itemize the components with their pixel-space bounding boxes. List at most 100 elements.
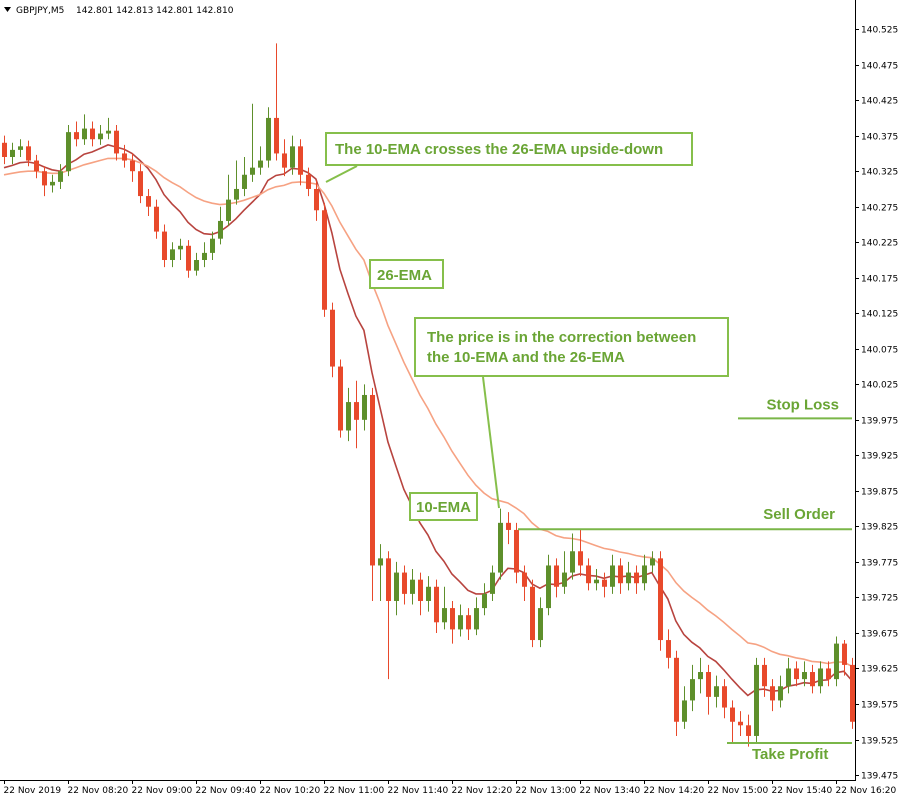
candle-body — [506, 522, 511, 530]
candle-body — [346, 402, 351, 431]
annotation-box — [409, 492, 478, 521]
candle-body — [178, 245, 183, 250]
candle-body — [578, 551, 583, 566]
ema-line — [3, 157, 853, 668]
candle-body — [746, 725, 751, 736]
candle-body — [226, 199, 231, 221]
candle-body — [442, 608, 447, 623]
candle-body — [234, 188, 239, 200]
y-tick-label: 139.925 — [861, 452, 898, 462]
candle-body — [698, 672, 703, 680]
candle-body — [114, 130, 119, 154]
x-tick-label: 22 Nov 16:20 — [836, 786, 897, 796]
candle-body — [618, 565, 623, 584]
candle-body — [130, 160, 135, 172]
y-tick-label: 140.275 — [861, 204, 898, 214]
candle-body — [338, 366, 343, 431]
candle-body — [818, 668, 823, 687]
candle-body — [194, 260, 199, 271]
candle-body — [802, 672, 807, 680]
candle-body — [450, 608, 455, 630]
annotation-text: The price is in the correction between — [427, 329, 696, 346]
candle-body — [682, 700, 687, 722]
x-tick-label: 22 Nov 14:20 — [644, 786, 705, 796]
candle-body — [306, 174, 311, 189]
candle-body — [482, 593, 487, 609]
y-tick-label: 140.075 — [861, 346, 898, 356]
candle-body — [66, 132, 71, 172]
candle-body — [242, 174, 247, 189]
menu-triangle — [4, 7, 11, 12]
candle-body — [10, 149, 15, 157]
x-tick-label: 22 Nov 09:40 — [196, 786, 257, 796]
y-tick-label: 139.675 — [861, 630, 898, 640]
candle-body — [50, 181, 55, 186]
candle-body — [738, 721, 743, 726]
candle-body — [722, 686, 727, 708]
candle-body — [122, 153, 127, 161]
candle-body — [538, 608, 543, 641]
y-tick-label: 140.125 — [861, 310, 898, 320]
candle-body — [834, 643, 839, 680]
candle-body — [522, 572, 527, 587]
candle-body — [26, 146, 31, 161]
x-tick-label: 22 Nov 10:20 — [260, 786, 321, 796]
candle-body — [290, 146, 295, 168]
candle-body — [82, 128, 87, 140]
candle-body — [434, 586, 439, 623]
candle-body — [258, 160, 263, 168]
candle-body — [810, 672, 815, 687]
candle-body — [394, 572, 399, 601]
candle-body — [98, 133, 103, 140]
candle-body — [850, 664, 855, 722]
y-tick-label: 139.575 — [861, 701, 898, 711]
candle-body — [218, 220, 223, 239]
y-tick-label: 140.225 — [861, 239, 898, 249]
candle-body — [706, 672, 711, 697]
level-label: Take Profit — [752, 746, 828, 763]
candle-body — [298, 146, 303, 175]
candle-body — [586, 565, 591, 584]
candle-body — [530, 586, 535, 641]
x-tick-label: 22 Nov 15:00 — [708, 786, 769, 796]
y-tick-label: 139.775 — [861, 559, 898, 569]
candle-body — [826, 668, 831, 680]
candle-body — [90, 128, 95, 140]
candle-body — [546, 565, 551, 609]
candle-body — [786, 668, 791, 687]
candle-body — [186, 245, 191, 271]
candle-body — [370, 394, 375, 566]
candle-body — [210, 238, 215, 253]
candle-body — [250, 167, 255, 175]
candle-body — [314, 188, 319, 211]
level-label: Stop Loss — [766, 396, 839, 413]
candle-body — [658, 558, 663, 641]
x-tick-label: 22 Nov 2019 — [4, 786, 62, 796]
candle-body — [2, 142, 7, 157]
candle-body — [330, 309, 335, 367]
candle-body — [426, 586, 431, 601]
candle-body — [266, 117, 271, 161]
y-tick-label: 139.975 — [861, 417, 898, 427]
candle-body — [386, 558, 391, 601]
symbol: GBPJPY,M5 — [16, 6, 64, 16]
candle-body — [34, 160, 39, 172]
level-label: Sell Order — [763, 506, 835, 523]
candle-body — [410, 579, 415, 594]
candle-body — [794, 668, 799, 680]
candle-body — [778, 686, 783, 701]
annotation-box — [369, 259, 444, 289]
x-tick-label: 22 Nov 11:40 — [388, 786, 449, 796]
y-tick-label: 140.175 — [861, 275, 898, 285]
candle-body — [58, 171, 63, 182]
candle-body — [378, 558, 383, 566]
x-tick-label: 22 Nov 13:00 — [516, 786, 577, 796]
candle-body — [170, 249, 175, 260]
candle-body — [602, 579, 607, 587]
candle-body — [458, 615, 463, 630]
candle-body — [154, 206, 159, 232]
annotation-text: the 10-EMA and the 26-EMA — [427, 349, 625, 366]
candle-body — [466, 615, 471, 630]
candle-body — [594, 579, 599, 584]
